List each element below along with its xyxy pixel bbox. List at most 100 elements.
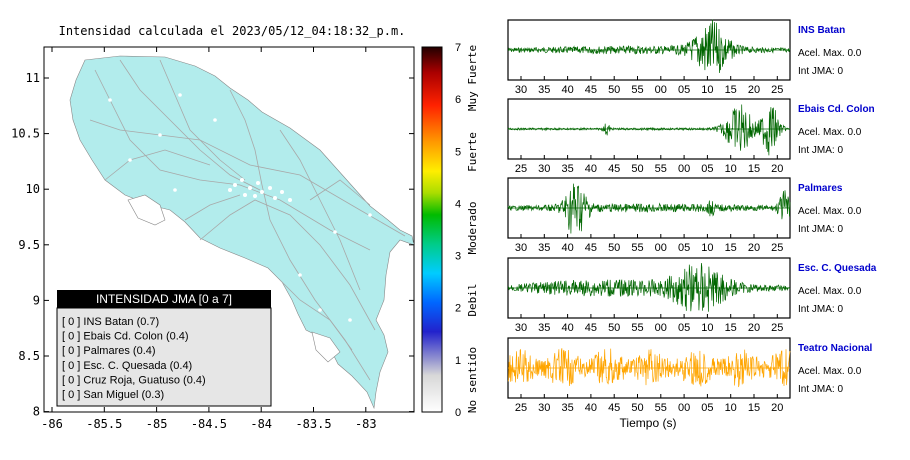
waveform-tick-label: 10 xyxy=(725,163,737,175)
map-y-tick-label: 8 xyxy=(33,405,40,419)
colorbar-tick-label: 0 xyxy=(455,407,461,419)
road-network xyxy=(89,59,406,381)
waveform-tick-label: 50 xyxy=(608,84,620,96)
map-y-tick-label: 9 xyxy=(33,293,40,307)
waveform-tick-label: 00 xyxy=(678,163,690,175)
legend-item: [ 0 ] Esc. C. Quesada (0.4) xyxy=(62,360,192,372)
waveform-tick-label: 35 xyxy=(538,322,550,334)
station-intensity: Int JMA: 0 xyxy=(798,145,843,156)
city-markers xyxy=(108,93,372,322)
colorbar: 0 1 2 3 4 5 6 7 No sentido Debil Moderado Fuerte Mu… xyxy=(421,42,479,419)
map-x-tick-label: -85.5 xyxy=(86,417,122,431)
waveform-tick-label: 40 xyxy=(561,322,573,334)
colorbar-tick-label: 6 xyxy=(455,94,461,106)
map-y-tick-label: 11 xyxy=(26,71,40,85)
colorbar-tick-label: 1 xyxy=(455,355,461,367)
station-intensity: Int JMA: 0 xyxy=(798,384,843,395)
waveform-tick-label: 10 xyxy=(725,402,737,414)
map-x-tick-label: -85 xyxy=(146,417,168,431)
station-name: Palmares xyxy=(798,183,843,194)
colorbar-gradient xyxy=(421,46,443,413)
colorbar-tick-label: 2 xyxy=(455,303,461,315)
station-intensity: Int JMA: 0 xyxy=(798,224,843,235)
waveform-tick-label: 15 xyxy=(725,84,737,96)
station-name: Ebais Cd. Colon xyxy=(798,104,875,115)
waveform-tick-label: 35 xyxy=(561,402,573,414)
waveform-tick-label: 10 xyxy=(701,322,713,334)
station-acel: Acel. Max. 0.0 xyxy=(798,48,862,59)
waveform-tick-label: 15 xyxy=(725,322,737,334)
legend-item: [ 0 ] Ebais Cd. Colon (0.4) xyxy=(62,331,189,343)
waveform-tick-label: 15 xyxy=(748,402,760,414)
waveform-tick-label: 10 xyxy=(701,242,713,254)
waveform-panel: 25 30 35 40 45 50 55 00 05 10 15 20 Teatro Nacional A… xyxy=(507,337,872,414)
map-x-tick-label: -86 xyxy=(41,417,63,431)
map-x-axis: -86 -85.5 -85 -84.5 -84 -83.5 -83 xyxy=(41,47,377,431)
waveform-tick-label: 05 xyxy=(701,163,713,175)
waveform-tick-label: 50 xyxy=(608,322,620,334)
map-y-tick-label: 10 xyxy=(26,182,40,196)
waveform-tick-label: 25 xyxy=(771,322,783,334)
colorbar-category-label: Debil xyxy=(466,283,479,316)
waveform-tick-label: 40 xyxy=(561,84,573,96)
waveform-tick-label: 00 xyxy=(655,84,667,96)
waveform-tick-label: 15 xyxy=(748,163,760,175)
station-name: INS Batan xyxy=(798,25,845,36)
waveform-tick-label: 50 xyxy=(631,163,643,175)
waveform-tick-label: 55 xyxy=(631,84,643,96)
waveform-tick-label: 00 xyxy=(655,242,667,254)
waveform-tick-label: 30 xyxy=(538,402,550,414)
colorbar-category-label: Muy Fuerte xyxy=(466,45,479,111)
waveform-tick-label: 40 xyxy=(585,402,597,414)
map-y-axis: 11 10.5 10 9.5 9 8.5 8 xyxy=(11,71,414,419)
station-acel: Acel. Max. 0.0 xyxy=(798,127,862,138)
waveform-panel: 25 30 35 40 45 50 55 00 05 10 15 20 Ebais Cd. Colon A… xyxy=(507,98,875,175)
waveform-tick-label: 00 xyxy=(678,402,690,414)
map-y-tick-label: 8.5 xyxy=(18,349,40,363)
waveform-tick-label: 40 xyxy=(561,242,573,254)
map-x-tick-label: -83 xyxy=(355,417,377,431)
waveform-tick-label: 20 xyxy=(748,242,760,254)
legend-title: INTENSIDAD JMA [0 a 7] xyxy=(96,292,232,306)
waveform-tick-label: 05 xyxy=(678,322,690,334)
waveform-tick-label: 55 xyxy=(655,163,667,175)
station-name: Teatro Nacional xyxy=(798,343,872,354)
waveform-tick-label: 35 xyxy=(538,242,550,254)
waveform-tick-label: 30 xyxy=(515,322,527,334)
colorbar-ticks: 0 1 2 3 4 5 6 7 xyxy=(455,42,461,419)
waveform-trace xyxy=(507,262,791,312)
waveform-tick-label: 20 xyxy=(748,84,760,96)
waveform-tick-label: 35 xyxy=(538,84,550,96)
waveform-tick-label: 25 xyxy=(771,242,783,254)
waveform-tick-label: 40 xyxy=(585,163,597,175)
colorbar-category-label: Moderado xyxy=(466,202,479,255)
waveform-xlabel: Tiempo (s) xyxy=(620,416,677,430)
colorbar-tick-label: 5 xyxy=(455,146,461,158)
legend-header xyxy=(57,290,271,308)
waveform-tick-label: 20 xyxy=(771,163,783,175)
waveform-tick-label: 50 xyxy=(631,402,643,414)
waveform-tick-label: 45 xyxy=(608,402,620,414)
waveform-tick-label: 20 xyxy=(748,322,760,334)
waveform-tick-label: 30 xyxy=(515,242,527,254)
map-title: Intensidad calculada el 2023/05/12_04:18… xyxy=(59,24,406,38)
osa-peninsula xyxy=(311,331,341,363)
waveform-trace xyxy=(507,19,791,74)
legend-item: [ 0 ] San Miguel (0.3) xyxy=(62,389,164,401)
waveform-tick-label: 45 xyxy=(585,242,597,254)
waveform-tick-label: 00 xyxy=(655,322,667,334)
station-acel: Acel. Max. 0.0 xyxy=(798,286,862,297)
waveform-tick-label: 10 xyxy=(701,84,713,96)
waveform-tick-label: 15 xyxy=(725,242,737,254)
colorbar-categories: No sentido Debil Moderado Fuerte Muy Fuerte xyxy=(466,45,479,413)
station-name: Esc. C. Quesada xyxy=(798,263,877,274)
colorbar-tick-label: 7 xyxy=(455,42,461,54)
colorbar-tick-label: 3 xyxy=(455,251,461,263)
waveform-tick-label: 35 xyxy=(561,163,573,175)
costa-rica-land xyxy=(69,55,414,410)
waveform-trace xyxy=(507,183,791,234)
legend-item: [ 0 ] Cruz Roja, Guatuso (0.4) xyxy=(62,374,206,386)
colorbar-category-label: No sentido xyxy=(466,347,479,413)
waveform-tick-label: 30 xyxy=(515,84,527,96)
